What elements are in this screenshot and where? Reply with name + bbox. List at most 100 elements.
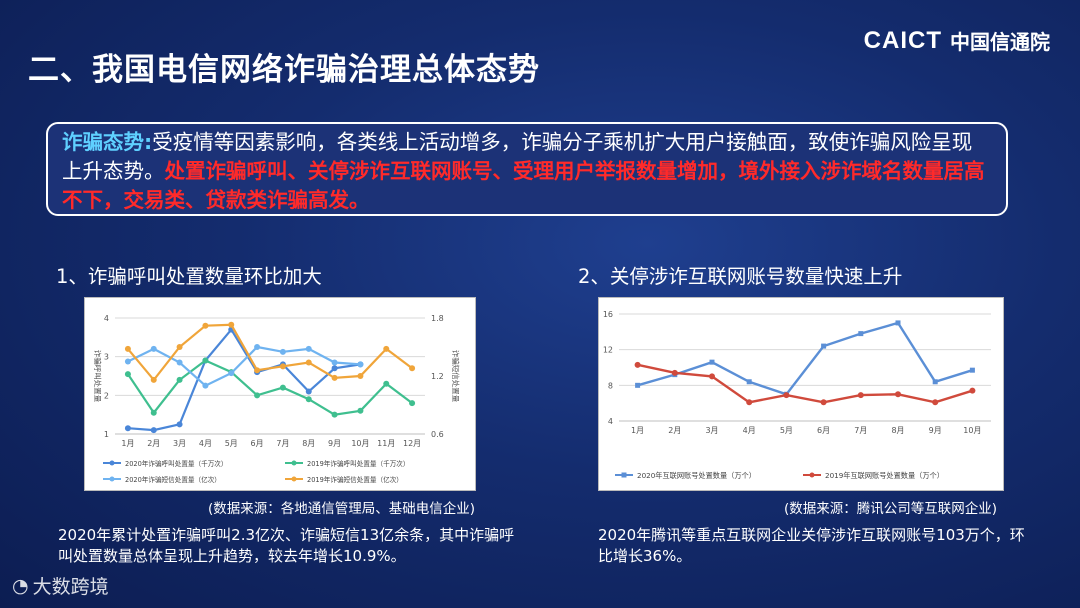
summary-label: 诈骗态势: [62, 130, 153, 154]
data-point [409, 365, 416, 372]
x-tick-label: 8月 [302, 439, 315, 448]
watermark-text: 大数跨境 [32, 576, 109, 598]
watermark: ◔ 大数跨境 [12, 572, 109, 599]
y-tick-label: 1 [104, 430, 109, 439]
data-point [383, 380, 390, 387]
x-tick-label: 2月 [668, 426, 681, 435]
y-tick-label: 3 [104, 353, 109, 362]
x-tick-label: 1月 [631, 426, 644, 435]
y-tick-label: 4 [608, 417, 613, 426]
data-point [709, 359, 715, 365]
data-point [279, 363, 286, 370]
x-tick-label: 9月 [929, 426, 942, 435]
summary-text: 受疫情等因素影响，各类线上活动增多，诈骗分子乘机扩大用户接触面，致使诈骗风险呈现… [62, 130, 973, 183]
data-point [150, 409, 157, 416]
legend-marker [109, 460, 115, 466]
data-point [124, 358, 131, 365]
legend-label: 2020年互联网账号处置数量（万个） [637, 471, 756, 480]
y2-axis-label: 诈骗短信处置量 [451, 350, 461, 403]
data-point [857, 392, 864, 399]
data-point [671, 369, 678, 376]
data-point [357, 373, 364, 379]
data-point [746, 399, 753, 406]
x-tick-label: 2月 [147, 439, 160, 448]
data-point [202, 382, 209, 389]
data-point [357, 407, 364, 414]
caict-logo: CAICT 中国信通院 [864, 26, 1050, 55]
section1-title: 1、诈骗呼叫处置数量环比加大 [56, 265, 322, 288]
logo-cn: 中国信通院 [950, 30, 1050, 54]
data-point [820, 399, 827, 406]
data-point [228, 321, 235, 328]
summary-box: 诈骗态势:受疫情等因素影响，各类线上活动增多，诈骗分子乘机扩大用户接触面，致使诈… [46, 122, 1008, 216]
data-point [202, 357, 209, 364]
data-point [254, 344, 261, 350]
x-tick-label: 4月 [199, 439, 212, 448]
data-point [969, 367, 975, 373]
data-point [228, 370, 235, 377]
series-line-2 [126, 359, 413, 416]
series-line-2 [637, 363, 973, 404]
data-point [150, 345, 157, 352]
data-point [932, 379, 938, 385]
data-point [409, 400, 416, 407]
x-tick-label: 10月 [351, 439, 369, 448]
data-point [124, 345, 131, 352]
data-point [279, 348, 286, 355]
data-point [383, 345, 390, 352]
data-point [821, 343, 827, 349]
chart1-svg: 1 2 3 4 0.6 1.2 1.8 1月 2月 3月 4月 5月 6月 7月 8月 9月 10月 11月 12月… [93, 314, 461, 484]
legend-label: 2019年互联网账号处置数量（万个） [825, 471, 944, 480]
x-tick-label: 12月 [403, 439, 421, 448]
legend-label: 2020年诈骗呼叫处置量（千万次） [125, 459, 228, 468]
series-line-3 [127, 345, 361, 388]
section2-source: (数据来源：腾讯公司等互联网企业) [784, 501, 998, 517]
section1-source: (数据来源：各地通信管理局、基础电信企业) [208, 501, 476, 517]
y2-tick-label: 1.8 [431, 314, 444, 323]
data-point [279, 384, 286, 391]
data-point [176, 421, 183, 428]
y-tick-label: 2 [104, 391, 109, 400]
summary-highlight: 处置诈骗呼叫、关停涉诈互联网账号、受理用户举报数量增加，境外接入涉诈域名数量居高… [62, 159, 985, 212]
data-point [305, 359, 312, 366]
slide-title: 二、我国电信网络诈骗治理总体态势 [28, 52, 540, 88]
x-tick-label: 9月 [328, 439, 341, 448]
series-line-1 [637, 321, 973, 396]
x-tick-label: 5月 [225, 439, 238, 448]
data-point [305, 396, 312, 403]
data-point [331, 359, 338, 366]
data-point [969, 387, 976, 394]
watermark-logo-icon: ◔ [12, 574, 29, 597]
data-point [635, 382, 641, 388]
data-point [709, 373, 715, 380]
y-tick-label: 12 [603, 346, 613, 355]
x-tick-label: 8月 [891, 426, 904, 435]
data-point [150, 376, 157, 383]
series-line-1 [127, 327, 361, 432]
x-tick-label: 5月 [780, 426, 793, 435]
y-tick-label: 16 [603, 310, 613, 319]
legend-marker [291, 460, 297, 466]
y-tick-label: 8 [608, 381, 613, 390]
data-point [746, 379, 752, 385]
data-point [634, 361, 641, 368]
x-tick-label: 11月 [377, 439, 395, 448]
series-line-4 [127, 323, 413, 382]
data-point [331, 374, 338, 381]
x-tick-label: 6月 [251, 439, 264, 448]
x-tick-label: 6月 [817, 426, 830, 435]
data-point [331, 411, 338, 418]
legend-marker [109, 476, 115, 482]
data-point [176, 359, 183, 366]
y-tick-label: 4 [104, 314, 109, 323]
legend-label: 2020年诈骗短信处置量（亿次） [125, 475, 221, 484]
data-point [176, 376, 183, 383]
data-point [895, 391, 901, 398]
chart2-svg: 4 8 12 16 1月 2月 3月 4月 5月 6月 7月 8月 9月 10月 2020年互联网账号处置数… [603, 310, 991, 480]
x-tick-label: 7月 [276, 439, 289, 448]
x-tick-label: 4月 [743, 426, 756, 435]
data-point [858, 331, 864, 337]
legend-marker [291, 476, 297, 482]
data-point [895, 320, 901, 326]
legend-label: 2019年诈骗呼叫处置量（千万次） [307, 459, 410, 468]
